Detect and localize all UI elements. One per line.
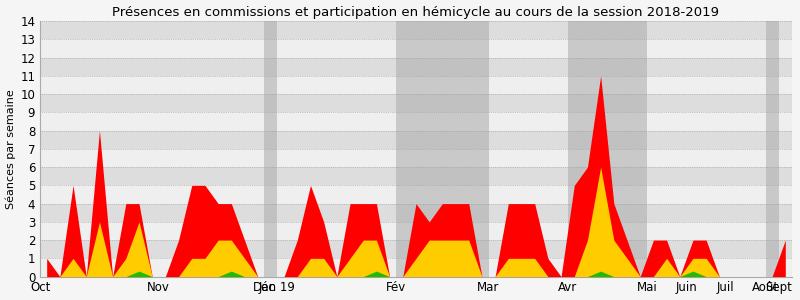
Bar <box>766 21 778 277</box>
Bar <box>40 185 792 204</box>
Bar <box>40 240 792 258</box>
Bar <box>396 21 489 277</box>
Bar <box>568 21 646 277</box>
Bar <box>40 58 792 76</box>
Bar <box>40 167 792 185</box>
Y-axis label: Séances par semaine: Séances par semaine <box>6 89 16 209</box>
Bar <box>40 39 792 58</box>
Bar <box>40 94 792 112</box>
Bar <box>40 3 792 21</box>
Bar <box>40 204 792 222</box>
Bar <box>40 76 792 94</box>
Bar <box>40 112 792 130</box>
Bar <box>40 222 792 240</box>
Bar <box>40 149 792 167</box>
Bar <box>264 21 278 277</box>
Bar <box>40 258 792 277</box>
Bar <box>40 21 792 39</box>
Title: Présences en commissions et participation en hémicycle au cours de la session 20: Présences en commissions et participatio… <box>113 6 719 19</box>
Bar <box>40 130 792 149</box>
